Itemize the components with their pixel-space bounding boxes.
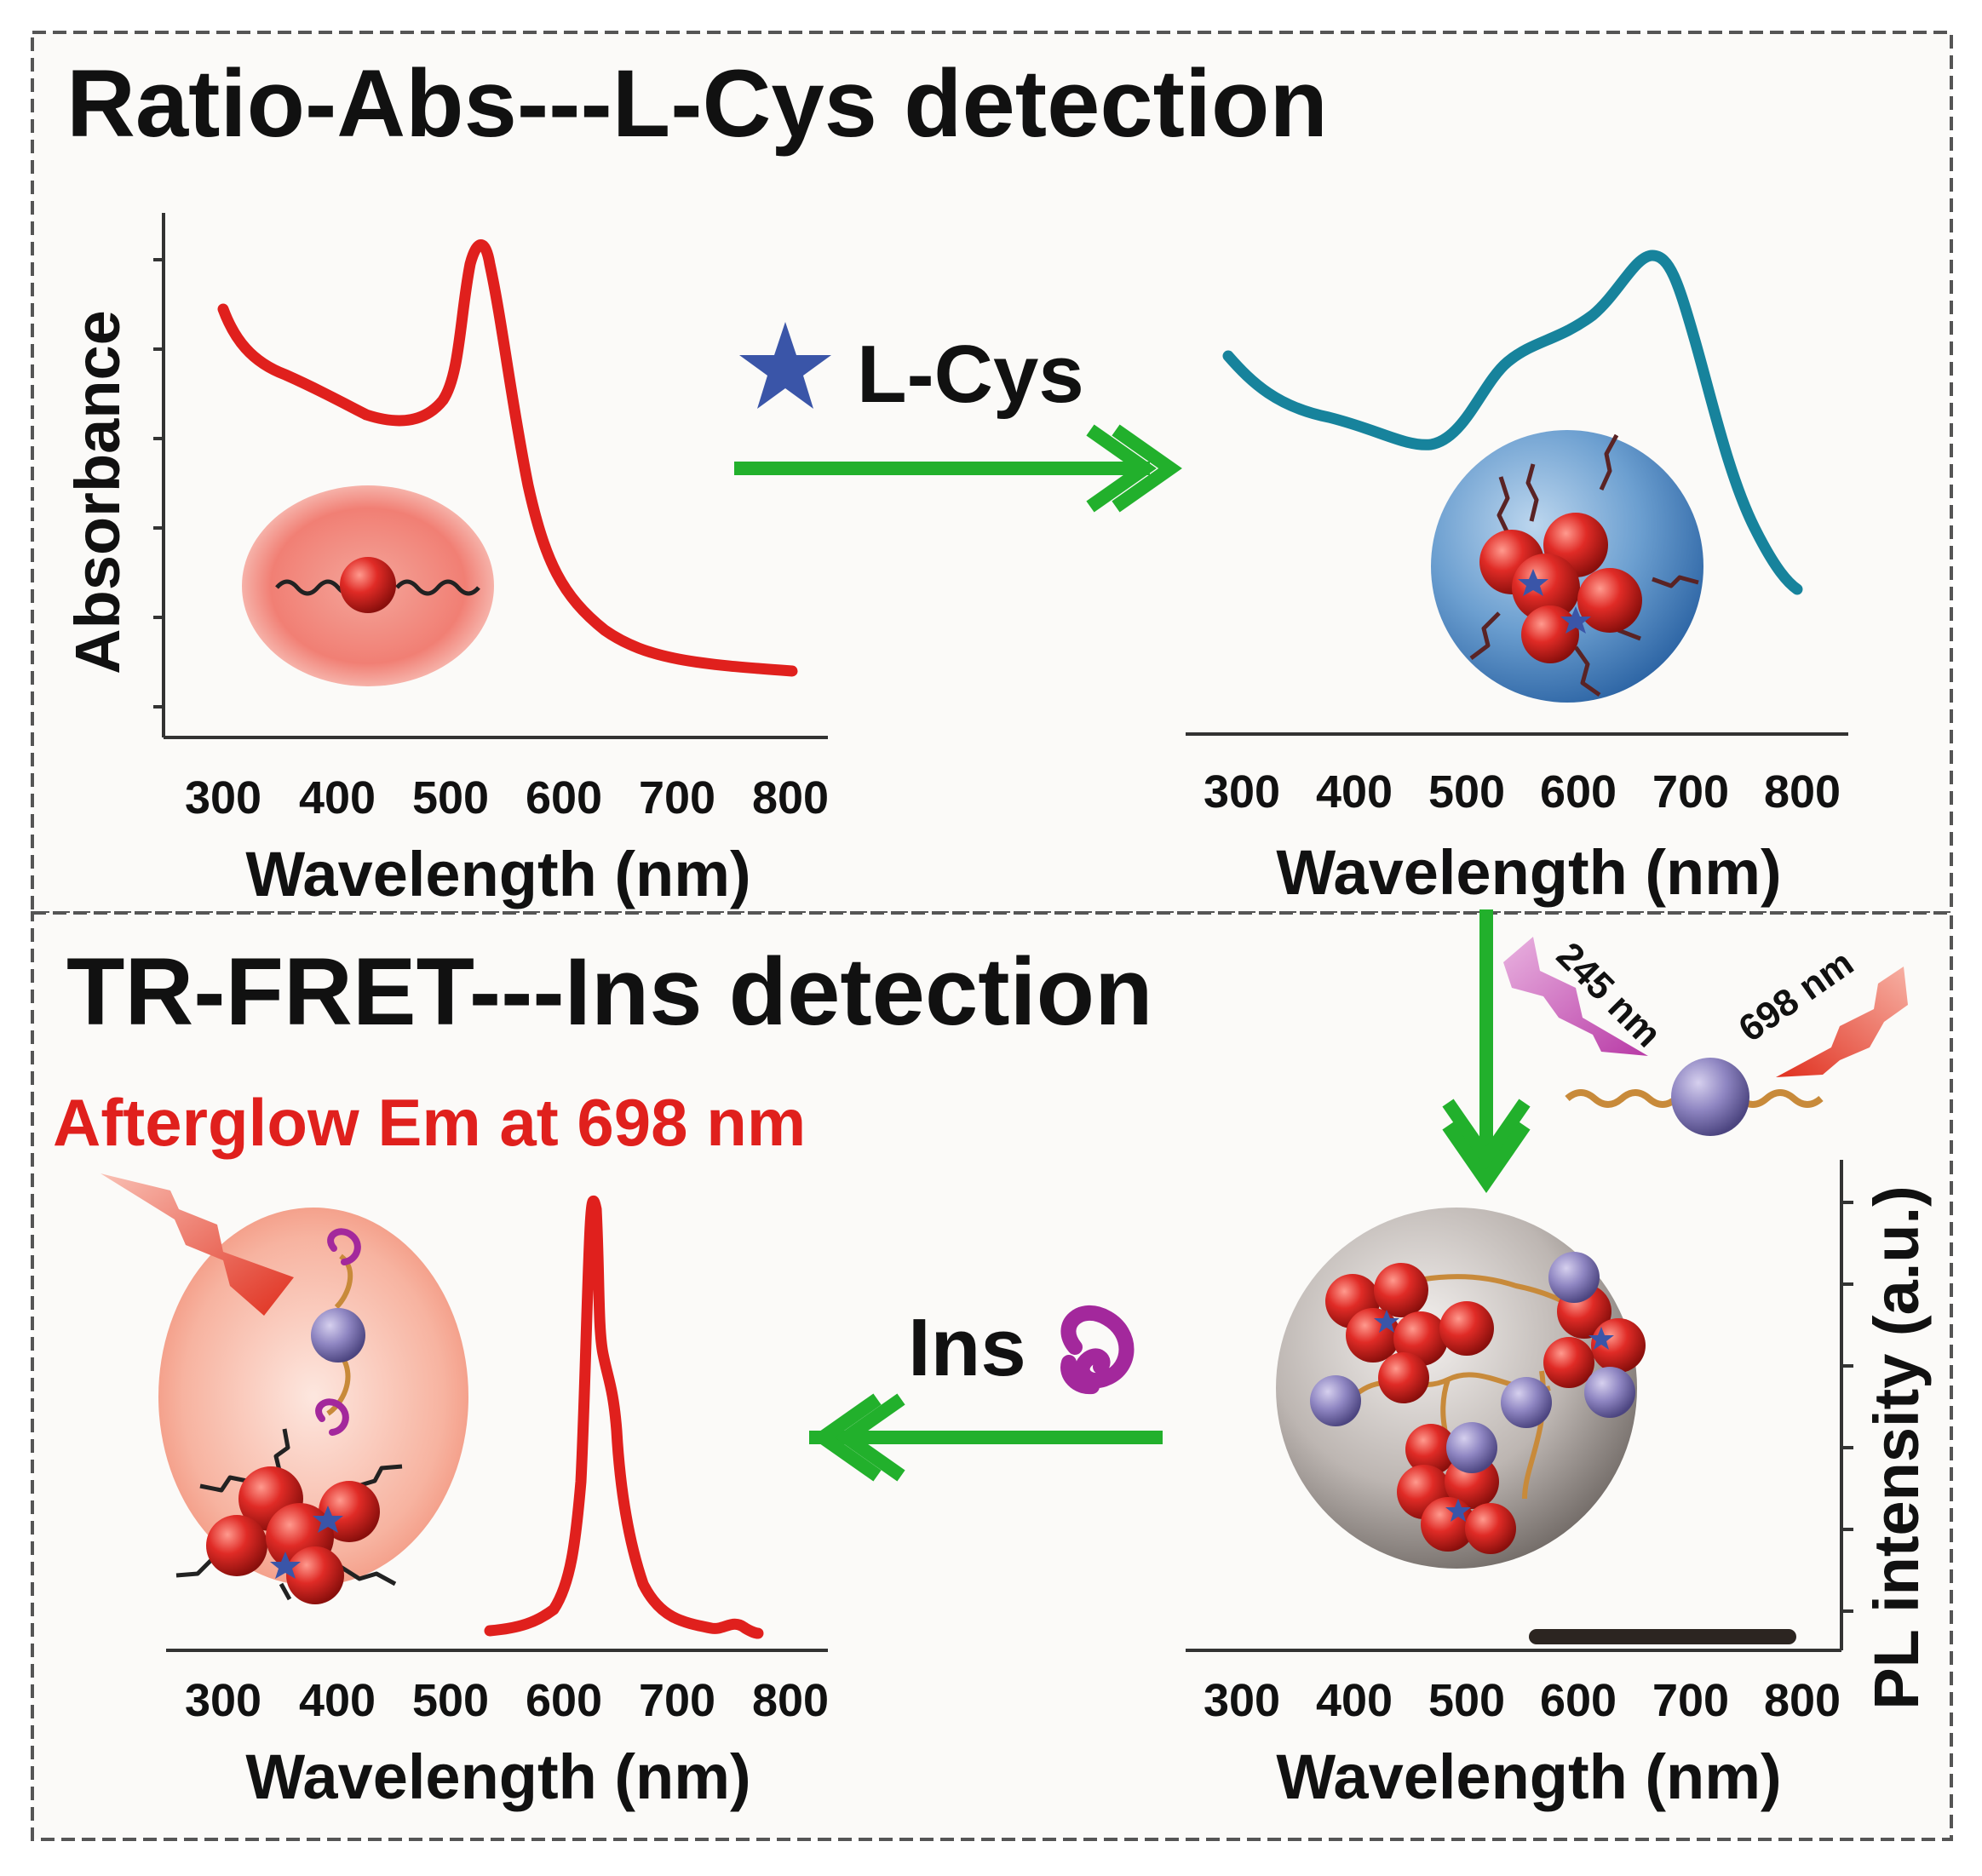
- gold-nanoparticle: [1405, 1424, 1456, 1475]
- pl-chart-recovered: Afterglow Em at 698 nm 300 400 500 600 7…: [53, 1085, 829, 1812]
- x-tick-label: 800: [752, 1675, 829, 1726]
- gold-nanoparticle: [1393, 1311, 1448, 1366]
- gold-nanoparticle: [206, 1515, 267, 1576]
- x-axis-label: Wavelength (nm): [245, 1741, 750, 1812]
- x-tick-label: 400: [1316, 766, 1393, 818]
- star-icon: [1445, 1499, 1471, 1522]
- star-icon: [1374, 1310, 1399, 1333]
- gold-nanoparticle: [1374, 1263, 1428, 1317]
- insulin-icon: [315, 1398, 349, 1436]
- gold-nanoparticle: [1378, 1352, 1429, 1403]
- x-tick-label: 600: [526, 1675, 602, 1726]
- x-tick-label: 400: [299, 1675, 376, 1726]
- x-tick-label: 300: [1204, 766, 1280, 818]
- gold-nanoparticle: [1521, 605, 1579, 663]
- gold-nanoparticle: [1346, 1308, 1400, 1363]
- recovered-state-bubble: [158, 1208, 468, 1586]
- reaction-arrow-head: [1112, 424, 1182, 513]
- star-icon: [1518, 569, 1548, 596]
- x-tick-label: 600: [526, 772, 602, 823]
- upconversion-nanoparticle: [1584, 1367, 1635, 1418]
- absorbance-curve-red: [217, 239, 798, 677]
- star-icon: [1560, 606, 1591, 634]
- x-tick-label: 500: [412, 1675, 489, 1726]
- upconversion-nanoparticle: [1501, 1377, 1552, 1428]
- gold-nanoparticle: [286, 1546, 344, 1604]
- bottom-panel-title: TR-FRET---Ins detection: [66, 938, 1152, 1045]
- x-tick-label: 500: [1428, 1675, 1505, 1726]
- upconversion-nanoparticle: [1671, 1058, 1749, 1136]
- l-cys-label: L-Cys: [857, 329, 1084, 420]
- upconversion-nanoparticle: [311, 1308, 365, 1363]
- y-axis-label: PL intensity (a.u.): [1861, 1185, 1932, 1709]
- x-tick-label: 500: [412, 772, 489, 823]
- x-tick-label: 400: [1316, 1675, 1393, 1726]
- x-tick-label: 800: [752, 772, 829, 823]
- afterglow-emission-peak: [484, 1195, 764, 1639]
- pl-chart-quenched: PL intensity (a.u.) 300 400 500 600 700 …: [1186, 1160, 1932, 1812]
- probe-linker: [1343, 1274, 1604, 1500]
- afterglow-emission-label: Afterglow Em at 698 nm: [53, 1085, 806, 1160]
- x-tick-label: 800: [1764, 766, 1841, 818]
- excitation-beam: [1503, 937, 1648, 1056]
- upconversion-nanoparticle: [1310, 1375, 1361, 1426]
- reaction-arrow-head: [811, 1393, 882, 1482]
- emission-beam: [101, 1173, 294, 1316]
- insulin-arrow: Ins: [809, 1302, 1163, 1482]
- x-tick-label: 700: [1652, 1675, 1729, 1726]
- gold-nanoparticle: [1465, 1503, 1516, 1554]
- x-axis-label: Wavelength (nm): [1276, 837, 1781, 908]
- probe-addition-arrow: [1442, 909, 1531, 1194]
- star-icon: [739, 322, 831, 409]
- reaction-arrow-head: [1442, 1122, 1531, 1194]
- absorbance-chart-after: 300 400 500 600 700 800 Wavelength (nm): [1186, 250, 1848, 908]
- reaction-arrow-head: [835, 1393, 905, 1482]
- star-icon: [1588, 1327, 1614, 1350]
- x-tick-label: 300: [185, 772, 261, 823]
- top-panel-title: Ratio-Abs---L-Cys detection: [66, 50, 1328, 157]
- gold-nanoparticle: [1591, 1318, 1646, 1373]
- x-tick-label: 500: [1428, 766, 1505, 818]
- gold-nanoparticle: [1577, 568, 1642, 633]
- gold-nanoparticle: [1512, 554, 1580, 622]
- gold-nanoparticle: [340, 557, 396, 613]
- upconversion-nanoparticle: [1446, 1422, 1497, 1473]
- star-icon: [313, 1506, 343, 1533]
- l-cys-arrow: L-Cys: [734, 322, 1182, 513]
- x-tick-label: 600: [1540, 766, 1617, 818]
- absorbance-curve-teal: [1222, 250, 1803, 595]
- insulin-icon: [1060, 1305, 1135, 1395]
- x-tick-label: 700: [639, 1675, 715, 1726]
- reaction-arrow-head: [1086, 424, 1157, 513]
- emission-beam: [1776, 967, 1908, 1077]
- x-tick-label: 400: [299, 772, 376, 823]
- insulin-icon: [327, 1228, 361, 1265]
- x-tick-label: 300: [1204, 1675, 1280, 1726]
- y-axis-label: Absorbance: [62, 310, 133, 674]
- x-tick-label: 800: [1764, 1675, 1841, 1726]
- ligand-chain: [1469, 433, 1699, 697]
- x-axis-label: Wavelength (nm): [1276, 1741, 1781, 1812]
- ligand-chain: [175, 1428, 403, 1601]
- upconversion-nanoparticle: [1548, 1252, 1600, 1303]
- gold-nanoparticle: [1543, 1337, 1594, 1388]
- x-tick-label: 300: [185, 1675, 261, 1726]
- x-tick-label: 700: [639, 772, 715, 823]
- gold-nanoparticle: [1439, 1301, 1494, 1356]
- star-icon: [270, 1552, 301, 1579]
- reaction-arrow-head: [1442, 1099, 1531, 1171]
- x-tick-label: 700: [1652, 766, 1729, 818]
- insulin-label: Ins: [908, 1302, 1026, 1393]
- x-axis-label: Wavelength (nm): [245, 839, 750, 909]
- x-tick-label: 600: [1540, 1675, 1617, 1726]
- absorbance-chart-before: Absorbance 300 400 500 600 700 800 Wavel…: [62, 213, 829, 909]
